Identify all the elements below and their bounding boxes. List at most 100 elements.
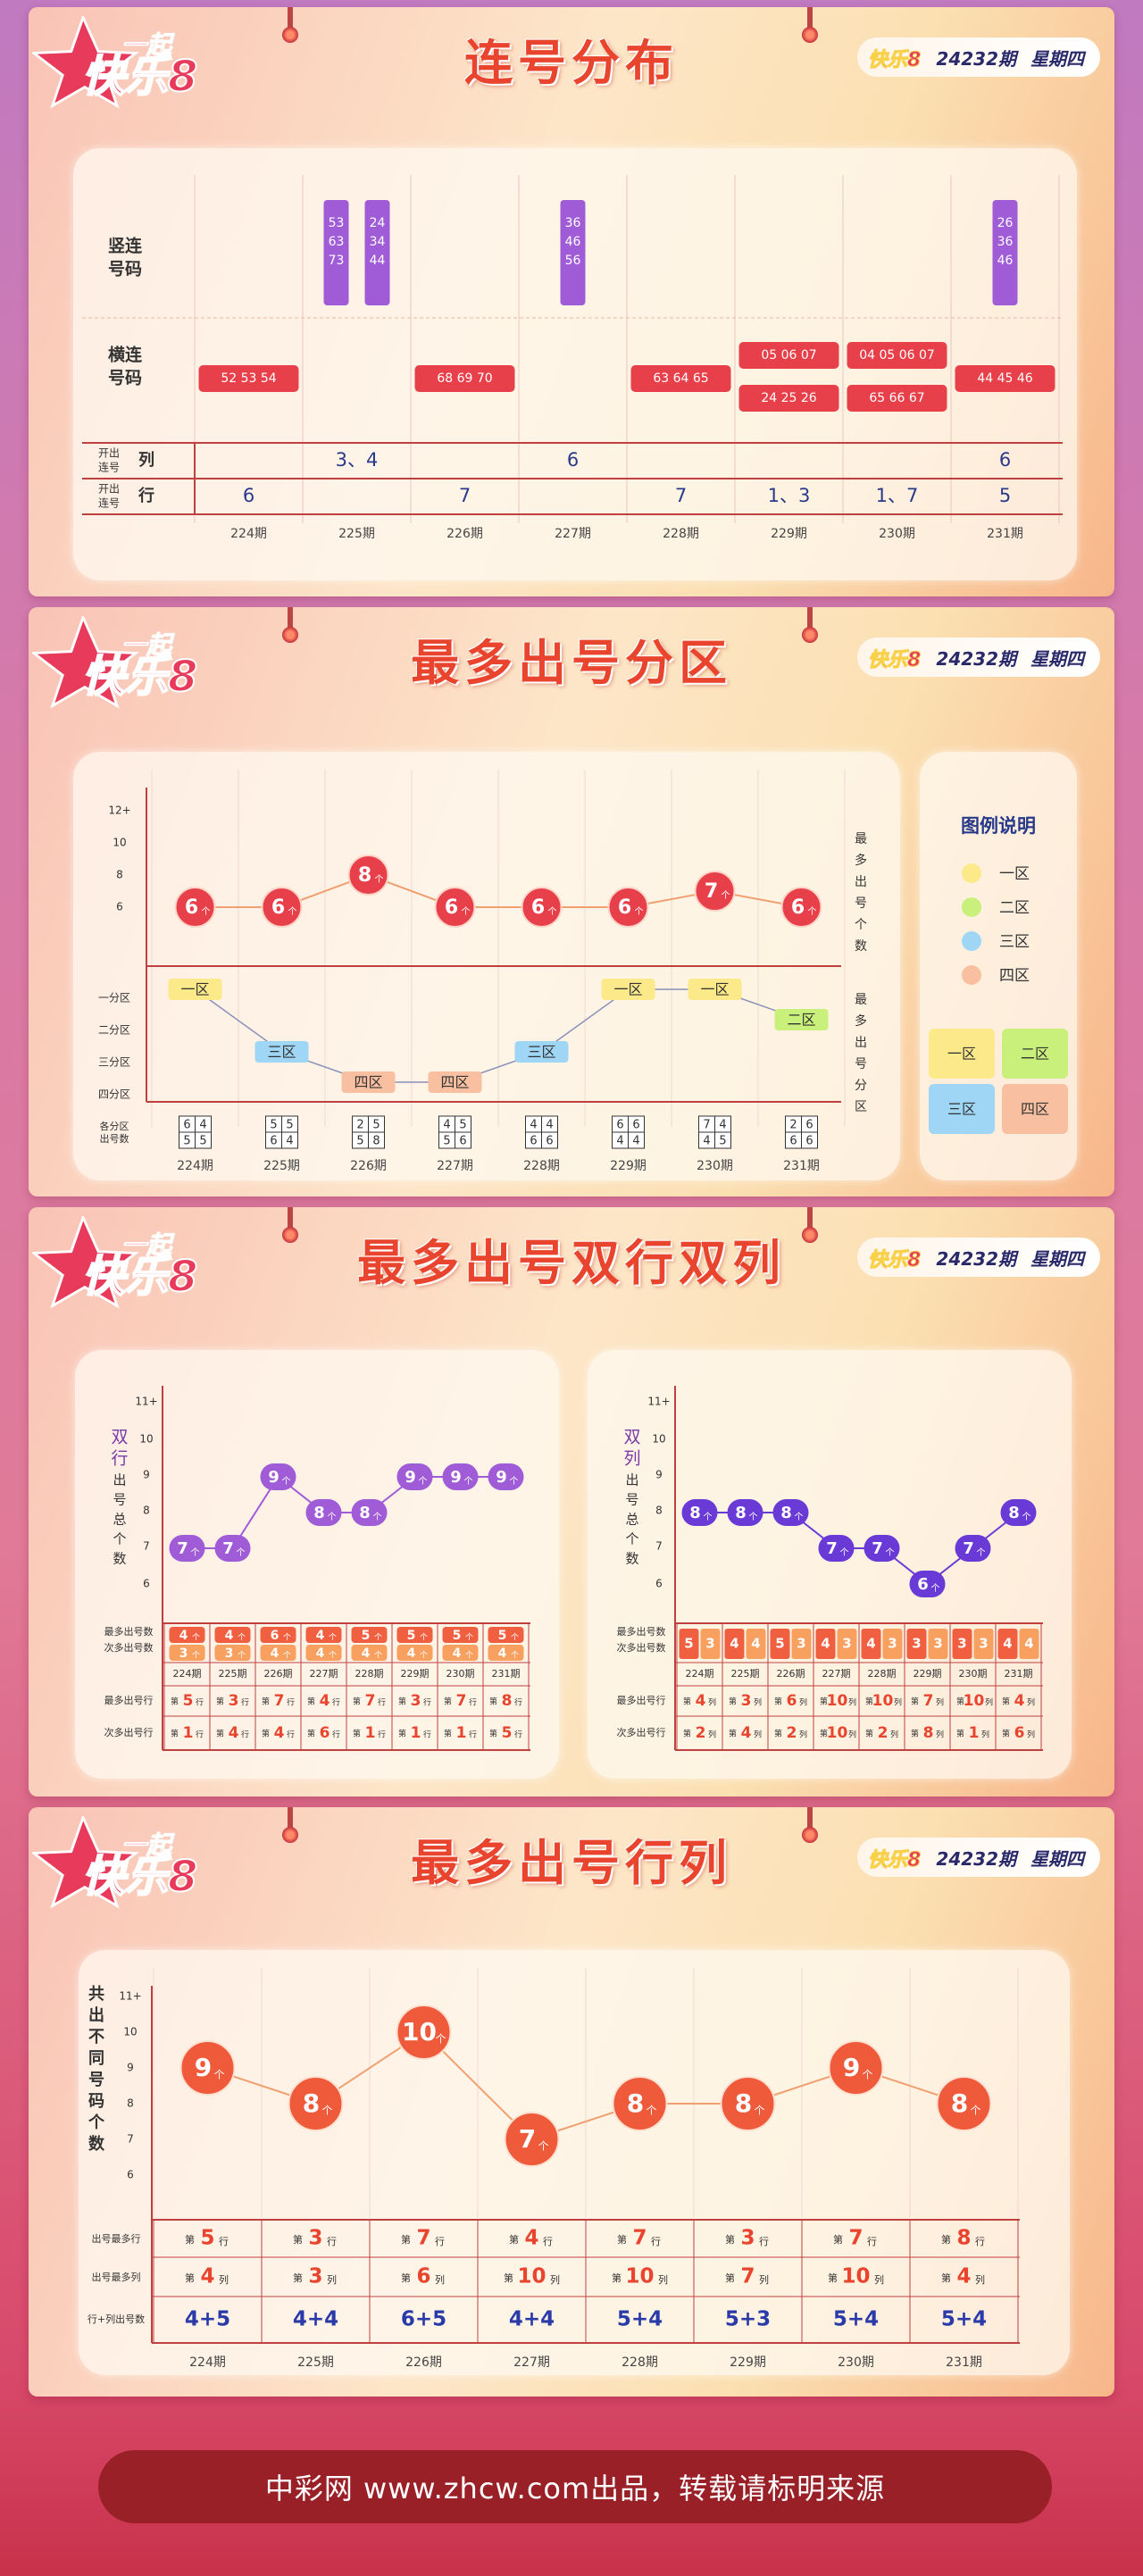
zone-count-cell bbox=[281, 1131, 298, 1149]
y-axis-title: 双 bbox=[623, 1428, 640, 1447]
count-unit: 个 bbox=[202, 906, 211, 917]
period-label: 227期 bbox=[555, 527, 591, 541]
total-unit: 个 bbox=[795, 1512, 804, 1522]
period-label: 225期 bbox=[297, 2355, 334, 2370]
zone-count-value: 4 bbox=[546, 1119, 553, 1132]
most-unit: 个 bbox=[465, 1633, 473, 1643]
zone-count-value: 4 bbox=[703, 1135, 710, 1148]
second-value: 3 bbox=[888, 1636, 897, 1652]
y-axis-title: 总 bbox=[113, 1512, 126, 1528]
most-label: 最多出号数 bbox=[104, 1625, 154, 1638]
count-value: 10 bbox=[402, 2017, 437, 2047]
svg-text:快乐8: 快乐8 bbox=[868, 1249, 921, 1271]
count-value: 6 bbox=[531, 896, 545, 919]
total-value: 7 bbox=[872, 1539, 883, 1558]
vertical-consecutive-bar bbox=[323, 200, 349, 305]
zone-axis-title: 区 bbox=[855, 1100, 867, 1114]
count-value: 8 bbox=[951, 2088, 968, 2118]
total-unit: 个 bbox=[704, 1512, 713, 1522]
vertical-number: 53 bbox=[329, 216, 345, 230]
second-value: 3 bbox=[179, 1646, 188, 1661]
count-value: 6 bbox=[445, 896, 458, 919]
period-label: 224期 bbox=[173, 1668, 202, 1680]
most-value: 5 bbox=[775, 1636, 784, 1652]
most-row-value: 7 bbox=[632, 2227, 647, 2250]
zone-value: 二区 bbox=[787, 1012, 815, 1029]
second-pos-value: 1 bbox=[365, 1724, 376, 1742]
sum-value: 5+4 bbox=[833, 2308, 879, 2331]
vertical-number: 46 bbox=[565, 235, 581, 249]
second-pos-value: 1 bbox=[411, 1724, 421, 1742]
zone-count-value: 5 bbox=[199, 1135, 206, 1148]
pos-unit: 列 bbox=[708, 1697, 716, 1708]
horizontal-number: 52 53 54 bbox=[221, 371, 276, 386]
hanger-right bbox=[802, 1207, 818, 1243]
zone-count-value: 6 bbox=[789, 1135, 797, 1148]
pos-prefix: 第 bbox=[185, 2233, 195, 2246]
zone-count-value: 4 bbox=[719, 1119, 726, 1132]
second-badge bbox=[442, 1645, 479, 1661]
panel-double-col: 双列出号总个数 11+ 10 9 8 7 6 8 个 8 个 8 个 7 个 7 个 6 个 7 个 8 个最多出号数 次多出… bbox=[588, 1350, 1072, 1779]
zone-tick: 三分区 bbox=[98, 1056, 130, 1069]
count-value: 8 bbox=[358, 864, 371, 887]
pos-prefix: 第 bbox=[444, 1696, 452, 1707]
most-col-value: 7 bbox=[740, 2265, 755, 2288]
most-pos-value: 3 bbox=[229, 1692, 239, 1710]
count-unit: 个 bbox=[635, 906, 644, 917]
period-label: 224期 bbox=[230, 527, 267, 541]
issue-number: 24232期 bbox=[936, 1247, 1016, 1270]
total-marker bbox=[864, 1535, 900, 1562]
zone-axis-title: 最 bbox=[855, 993, 867, 1007]
horizontal-consecutive-bar bbox=[847, 385, 947, 412]
row-count-value: 7 bbox=[675, 485, 687, 506]
y-axis-title: 不 bbox=[88, 2028, 104, 2047]
period-label: 231期 bbox=[987, 527, 1023, 541]
panel-rowcol: 共出不同号码个数 11+ 10 9 8 7 6 9 个 8 个 10 个 7 个 8 个 8 个 9 个 8 个出号最多行出… bbox=[79, 1950, 1070, 2375]
most-col-value: 10 bbox=[517, 2265, 546, 2288]
second-pos-value: 6 bbox=[320, 1724, 330, 1742]
count-unit: 个 bbox=[213, 2069, 224, 2081]
zone-value: 一区 bbox=[700, 981, 729, 998]
total-marker bbox=[488, 1463, 524, 1490]
weekday: 星期四 bbox=[1030, 47, 1084, 70]
row-label-col-count: 连号 bbox=[98, 461, 120, 474]
zone-marker bbox=[254, 1041, 309, 1063]
count-unit: 个 bbox=[808, 906, 817, 917]
zone-value: 一区 bbox=[180, 981, 209, 998]
count-unit: 个 bbox=[462, 906, 471, 917]
second-pos-value: 2 bbox=[878, 1724, 889, 1742]
second-badge bbox=[305, 1645, 342, 1661]
pos-prefix: 第 bbox=[865, 1696, 873, 1707]
most-col-value: 3 bbox=[308, 2265, 322, 2288]
count-marker bbox=[720, 2076, 776, 2131]
total-unit: 个 bbox=[328, 1512, 337, 1522]
vertical-number: 73 bbox=[329, 254, 345, 268]
second-pos-label: 次多出号行 bbox=[104, 1726, 154, 1738]
total-value: 7 bbox=[963, 1539, 974, 1558]
most-row-value: 5 bbox=[200, 2227, 214, 2250]
period-label: 231期 bbox=[946, 2355, 982, 2370]
period-label: 230期 bbox=[959, 1668, 988, 1680]
period-label: 225期 bbox=[263, 1159, 300, 1173]
zone-tick: 四分区 bbox=[98, 1088, 130, 1101]
period-label: 227期 bbox=[310, 1668, 338, 1680]
count-unit: 个 bbox=[321, 2105, 332, 2117]
zone-axis-title: 多 bbox=[855, 1013, 867, 1029]
horizontal-consecutive-bar bbox=[630, 365, 731, 392]
second-value: 4 bbox=[362, 1646, 371, 1661]
y-tick: 6 bbox=[127, 2169, 134, 2181]
row-count-value: 6 bbox=[243, 485, 254, 506]
y-axis-title: 列 bbox=[623, 1449, 640, 1469]
pos-unit: 行 bbox=[469, 1730, 477, 1740]
y-axis-title: 个 bbox=[625, 1531, 638, 1547]
most-pos-value: 4 bbox=[320, 1692, 330, 1710]
pos-prefix: 第 bbox=[509, 2233, 519, 2246]
y-axis-title: 号 bbox=[113, 1492, 126, 1508]
second-value: 3 bbox=[705, 1636, 714, 1652]
pos-prefix: 第 bbox=[774, 1729, 782, 1739]
pos-unit: 列 bbox=[936, 1730, 944, 1740]
second-value: 4 bbox=[453, 1646, 462, 1661]
most-pos-value: 10 bbox=[964, 1692, 985, 1710]
